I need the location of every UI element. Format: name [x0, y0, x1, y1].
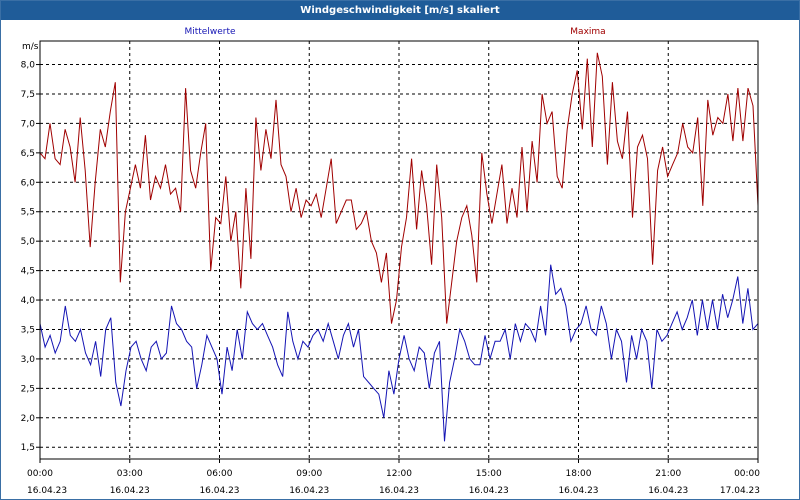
y-tick-label: 8,0: [21, 61, 36, 71]
legend-maxima: Maxima: [570, 27, 605, 37]
x-tick-time-label: 18:00: [566, 469, 592, 479]
y-axis-label: m/s: [22, 42, 39, 52]
x-tick-time-label: 03:00: [117, 469, 143, 479]
y-tick-label: 6,0: [21, 178, 36, 188]
y-tick-label: 1,5: [21, 443, 35, 453]
x-tick-time-label: 00:00: [734, 469, 760, 479]
series-line-mittelwerte: [39, 264, 759, 442]
x-tick-time-label: 21:00: [655, 469, 681, 479]
legend-mittelwerte: Mittelwerte: [184, 27, 235, 37]
x-tick-date-label: 16.04.23: [379, 486, 419, 496]
x-tick-time-label: 06:00: [207, 469, 233, 479]
y-tick-label: 4,5: [21, 267, 35, 277]
x-tick-date-label: 16.04.23: [27, 486, 67, 496]
x-tick-date-label: 16.04.23: [199, 486, 239, 496]
y-tick-label: 4,0: [21, 296, 36, 306]
y-tick-label: 7,5: [21, 90, 35, 100]
x-tick-date-label: 16.04.23: [558, 486, 598, 496]
x-tick-time-label: 09:00: [296, 469, 322, 479]
x-tick-time-label: 00:00: [27, 469, 53, 479]
y-tick-label: 5,0: [21, 237, 36, 247]
x-tick-date-label: 16.04.23: [289, 486, 329, 496]
series-line-maxima: [39, 52, 759, 324]
x-tick-time-label: 15:00: [476, 469, 502, 479]
x-tick-date-label: 16.04.23: [110, 486, 150, 496]
y-tick-label: 3,0: [21, 355, 36, 365]
y-tick-label: 7,0: [21, 119, 36, 129]
y-tick-label: 3,5: [21, 325, 35, 335]
x-tick-date-label: 16.04.23: [469, 486, 509, 496]
x-tick-date-label: 17.04.23: [720, 486, 760, 496]
chart-title: Windgeschwindigkeit [m/s] skaliert: [1, 1, 799, 20]
y-tick-label: 5,5: [21, 208, 35, 218]
x-tick-date-label: 16.04.23: [648, 486, 688, 496]
y-tick-label: 2,0: [21, 414, 36, 424]
y-tick-label: 2,5: [21, 384, 35, 394]
x-tick-time-label: 12:00: [386, 469, 412, 479]
y-tick-label: 6,5: [21, 149, 35, 159]
